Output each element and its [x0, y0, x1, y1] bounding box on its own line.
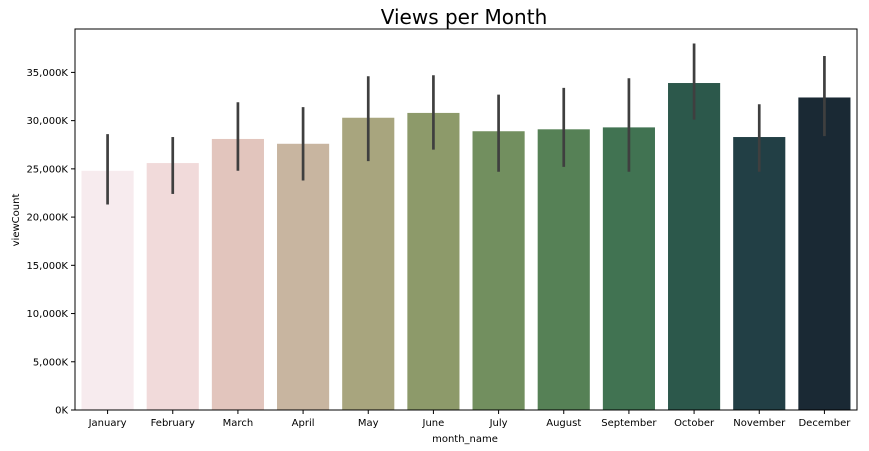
bar-june — [407, 112, 460, 411]
x-tick-label-january: January — [88, 418, 127, 429]
x-tick-label-september: September — [601, 418, 657, 429]
y-tick-label: 15,000K — [26, 261, 68, 272]
error-bars-layer — [106, 43, 826, 205]
y-axis-label: viewCount — [11, 194, 22, 247]
x-axis: January February March April May June July Augu… — [88, 410, 851, 429]
x-tick-label-june: June — [422, 418, 445, 429]
bar-march — [211, 138, 264, 410]
bar-february — [146, 163, 199, 410]
x-tick-label-december: December — [798, 418, 851, 429]
y-tick-label: 0K — [55, 406, 68, 417]
bar-september — [602, 127, 655, 410]
x-tick-label-march: March — [223, 418, 253, 429]
x-tick-label-may: May — [358, 418, 379, 429]
x-tick-label-october: October — [674, 418, 715, 429]
plot-frame — [74, 28, 858, 411]
x-tick-label-november: November — [733, 418, 786, 429]
bar-october — [668, 83, 721, 411]
x-tick-label-april: April — [292, 418, 315, 429]
bars-layer — [81, 83, 851, 411]
bar-august — [537, 129, 590, 410]
y-tick-label: 25,000K — [26, 164, 68, 175]
bar-july — [472, 131, 525, 411]
bar-december — [798, 97, 851, 410]
x-tick-label-august: August — [546, 418, 581, 429]
y-tick-label: 20,000K — [26, 213, 68, 224]
x-tick-label-february: February — [151, 418, 195, 429]
x-axis-label: month_name — [432, 434, 498, 445]
y-tick-label: 10,000K — [26, 309, 68, 320]
y-tick-label: 5,000K — [33, 357, 69, 368]
y-tick-label: 30,000K — [26, 116, 68, 127]
chart-title: Views per Month — [381, 5, 548, 29]
bar-april — [277, 143, 330, 410]
y-tick-label: 35,000K — [26, 68, 68, 79]
x-tick-label-july: July — [489, 418, 508, 429]
bar-may — [342, 117, 395, 411]
bar-november — [733, 137, 786, 410]
y-axis: 0K 5,000K 10,000K 15,000K 20,000K 25,000K 30,0… — [26, 68, 75, 417]
bar-january — [81, 170, 134, 410]
